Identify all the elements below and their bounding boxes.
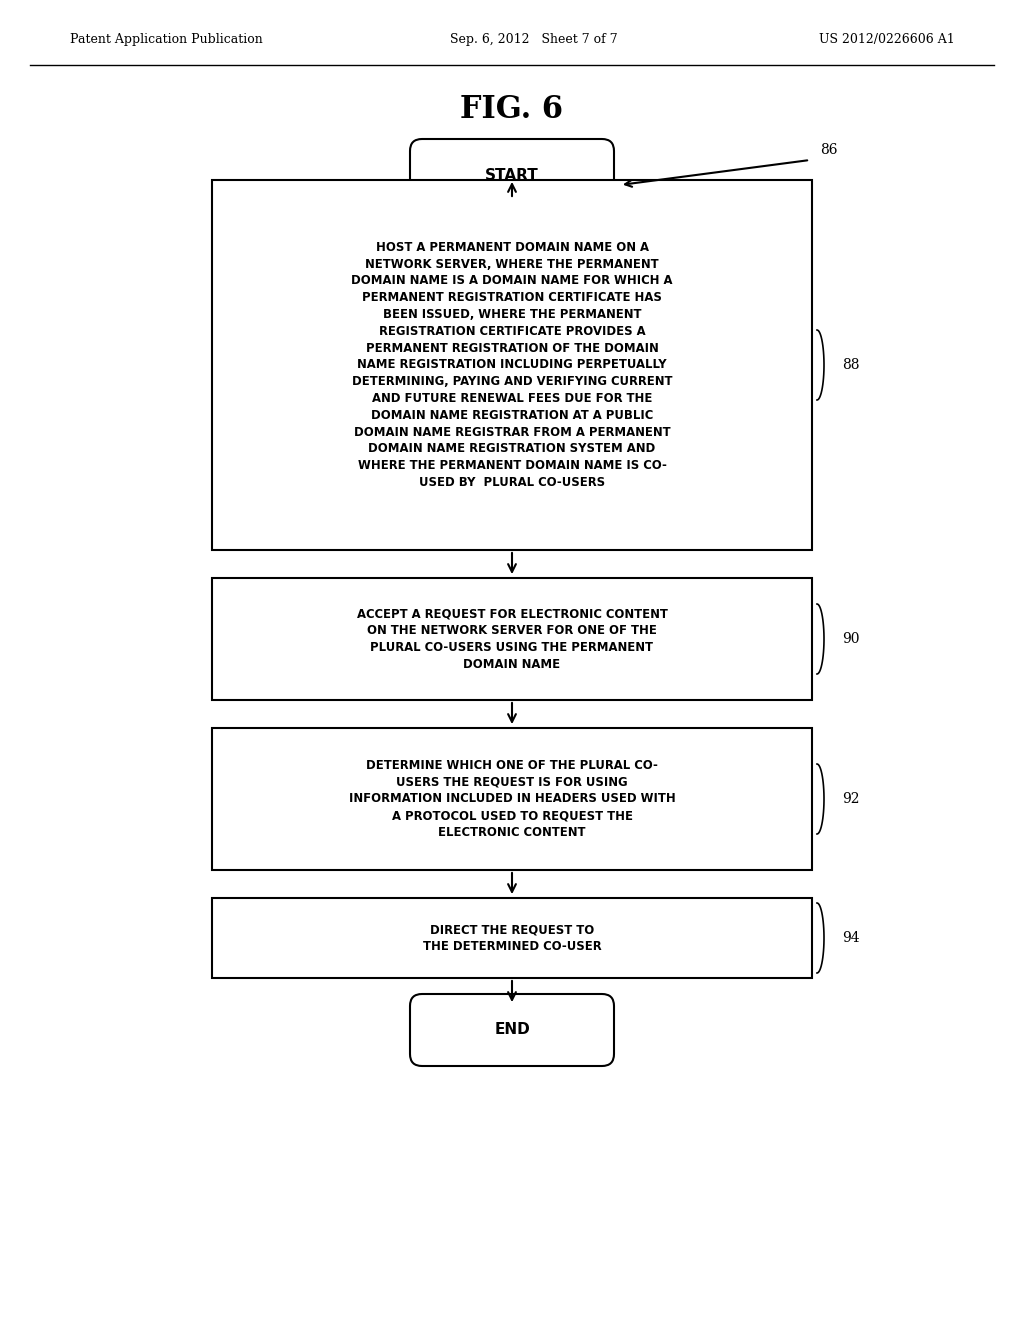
Bar <box>212 729 812 870</box>
Text: ACCEPT A REQUEST FOR ELECTRONIC CONTENT
ON THE NETWORK SERVER FOR ONE OF THE
PLU: ACCEPT A REQUEST FOR ELECTRONIC CONTENT … <box>356 607 668 671</box>
Bar <box>212 898 812 978</box>
Text: Sep. 6, 2012   Sheet 7 of 7: Sep. 6, 2012 Sheet 7 of 7 <box>450 33 617 46</box>
Text: 92: 92 <box>842 792 859 807</box>
Text: 86: 86 <box>820 143 838 157</box>
Text: END: END <box>495 1023 529 1038</box>
Text: DETERMINE WHICH ONE OF THE PLURAL CO-
USERS THE REQUEST IS FOR USING
INFORMATION: DETERMINE WHICH ONE OF THE PLURAL CO- US… <box>348 759 676 840</box>
Text: 88: 88 <box>842 358 859 372</box>
Text: FIG. 6: FIG. 6 <box>461 95 563 125</box>
Text: DIRECT THE REQUEST TO
THE DETERMINED CO-USER: DIRECT THE REQUEST TO THE DETERMINED CO-… <box>423 923 601 953</box>
Text: 94: 94 <box>842 931 859 945</box>
Text: Patent Application Publication: Patent Application Publication <box>70 33 263 46</box>
Bar <box>212 180 812 550</box>
Text: HOST A PERMANENT DOMAIN NAME ON A
NETWORK SERVER, WHERE THE PERMANENT
DOMAIN NAM: HOST A PERMANENT DOMAIN NAME ON A NETWOR… <box>351 240 673 490</box>
FancyBboxPatch shape <box>410 139 614 211</box>
Text: 90: 90 <box>842 632 859 645</box>
Text: START: START <box>485 168 539 182</box>
Bar <box>212 578 812 700</box>
Text: US 2012/0226606 A1: US 2012/0226606 A1 <box>819 33 955 46</box>
FancyBboxPatch shape <box>410 994 614 1067</box>
